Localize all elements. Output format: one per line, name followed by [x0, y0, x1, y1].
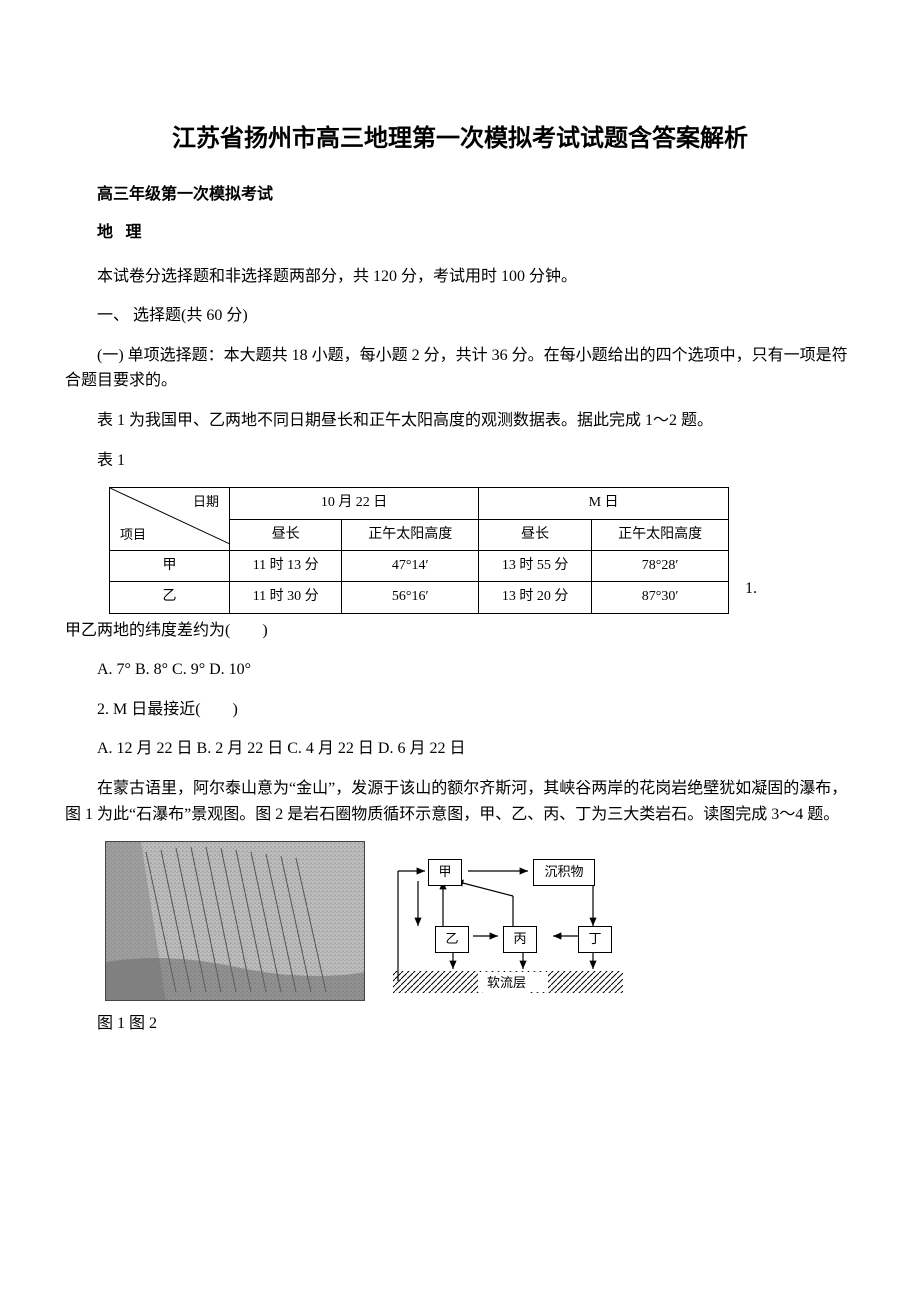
cell: 13 时 20 分	[479, 582, 592, 613]
col-group-2: M 日	[479, 488, 729, 519]
node-chenji: 沉积物	[533, 859, 595, 886]
subject-label: 地 理	[65, 220, 855, 246]
q1-number: 1.	[745, 576, 763, 602]
subhead: 正午太阳高度	[342, 519, 479, 550]
intro-text: 本试卷分选择题和非选择题两部分，共 120 分，考试用时 100 分钟。	[65, 264, 855, 290]
col-group-1: 10 月 22 日	[230, 488, 479, 519]
table-row: 日期 项目 10 月 22 日 M 日	[110, 488, 729, 519]
row-label-jia: 甲	[110, 550, 230, 581]
rock-waterfall-icon	[106, 842, 365, 1001]
exam-subtitle: 高三年级第一次模拟考试	[65, 182, 855, 208]
label-ruanliu: 软流层	[483, 973, 530, 994]
q1-options: A. 7° B. 8° C. 9° D. 10°	[65, 657, 855, 683]
q2-stem: 2. M 日最接近( )	[65, 697, 855, 723]
table-row-wrap: 日期 项目 10 月 22 日 M 日 昼长 正午太阳高度 昼长 正午太阳高度 …	[109, 487, 855, 614]
table-row: 乙 11 时 30 分 56°16′ 13 时 20 分 87°30′	[110, 582, 729, 613]
figure-caption: 图 1 图 2	[65, 1011, 855, 1037]
table-row: 甲 11 时 13 分 47°14′ 13 时 55 分 78°28′	[110, 550, 729, 581]
figure-2-diagram: 甲 沉积物 乙 丙 丁 软流层	[383, 841, 633, 1001]
passage-2: 在蒙古语里，阿尔泰山意为“金山”，发源于该山的额尔齐斯河，其峡谷两岸的花岗岩绝壁…	[65, 776, 855, 827]
subhead: 昼长	[479, 519, 592, 550]
subhead: 正午太阳高度	[592, 519, 729, 550]
header-date: 日期	[193, 492, 219, 513]
cell: 78°28′	[592, 550, 729, 581]
page-title: 江苏省扬州市高三地理第一次模拟考试试题含答案解析	[65, 120, 855, 158]
section1-desc: (一) 单项选择题：本大题共 18 小题，每小题 2 分，共计 36 分。在每小…	[65, 343, 855, 394]
node-bing: 丙	[503, 926, 537, 953]
table-intro: 表 1 为我国甲、乙两地不同日期昼长和正午太阳高度的观测数据表。据此完成 1～2…	[65, 408, 855, 434]
cell: 47°14′	[342, 550, 479, 581]
data-table: 日期 项目 10 月 22 日 M 日 昼长 正午太阳高度 昼长 正午太阳高度 …	[109, 487, 729, 614]
cell: 87°30′	[592, 582, 729, 613]
cell: 11 时 30 分	[230, 582, 342, 613]
subhead: 昼长	[230, 519, 342, 550]
table-label: 表 1	[65, 448, 855, 474]
row-label-yi: 乙	[110, 582, 230, 613]
figure-1-photo	[105, 841, 365, 1001]
q1-stem: 甲乙两地的纬度差约为( )	[65, 618, 855, 644]
q2-options: A. 12 月 22 日 B. 2 月 22 日 C. 4 月 22 日 D. …	[65, 736, 855, 762]
section1-heading: 一、 选择题(共 60 分)	[65, 303, 855, 329]
header-item: 项目	[120, 525, 146, 546]
cell: 11 时 13 分	[230, 550, 342, 581]
node-jia: 甲	[428, 859, 462, 886]
figures-row: 甲 沉积物 乙 丙 丁 软流层	[105, 841, 855, 1001]
cell: 13 时 55 分	[479, 550, 592, 581]
node-ding: 丁	[578, 926, 612, 953]
node-yi: 乙	[435, 926, 469, 953]
diagonal-header: 日期 项目	[110, 488, 230, 551]
cell: 56°16′	[342, 582, 479, 613]
